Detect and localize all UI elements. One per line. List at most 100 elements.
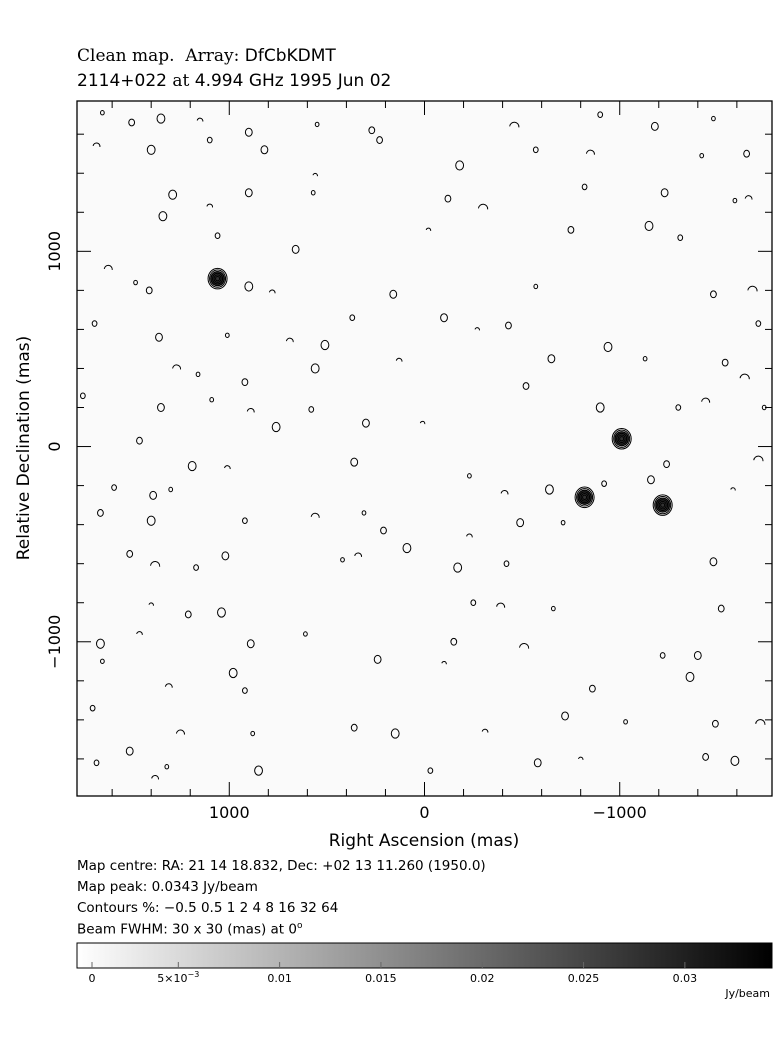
title-at-word: at	[172, 71, 190, 91]
noise-contour	[503, 560, 510, 567]
noise-contour	[206, 203, 214, 208]
noise-contour	[739, 373, 750, 380]
noise-contour	[91, 320, 98, 327]
noise-contour	[97, 509, 104, 517]
noise-contour	[701, 397, 711, 403]
noise-contour	[402, 542, 412, 554]
noise-contour	[603, 341, 613, 353]
contours-text: Contours %: −0.5 0.5 1 2 4 8 16 32 64	[77, 900, 339, 916]
beam-degree: o	[296, 921, 303, 931]
noise-contour	[395, 357, 403, 362]
noise-contour	[224, 465, 231, 470]
noise-contour	[242, 517, 248, 525]
noise-contour	[427, 767, 434, 774]
noise-contour	[753, 455, 764, 462]
noise-contour	[732, 197, 738, 204]
noise-contour	[156, 113, 166, 124]
noise-contour	[755, 320, 762, 327]
noise-contour	[730, 755, 740, 766]
noise-contour	[450, 637, 458, 646]
noise-contour	[350, 723, 358, 732]
source-contour	[660, 502, 666, 508]
noise-contour	[362, 418, 370, 428]
source-contour	[613, 429, 631, 448]
noise-contour	[368, 126, 376, 135]
noise-contour	[151, 775, 159, 780]
noise-contour	[291, 244, 300, 254]
noise-contour	[125, 746, 134, 756]
source-contour	[574, 486, 595, 509]
source-contour	[580, 493, 589, 502]
noise-contour	[93, 759, 100, 767]
noise-contour	[133, 279, 138, 286]
noise-contour	[149, 561, 161, 567]
noise-contour	[581, 183, 588, 191]
noise-contour	[96, 638, 105, 649]
noise-contour	[149, 490, 158, 500]
noise-contour	[747, 285, 758, 292]
source-contour	[652, 494, 673, 516]
noise-contour	[561, 711, 569, 721]
noise-contour	[100, 658, 105, 664]
title-map-word: Clean map.	[77, 46, 175, 66]
noise-contour	[146, 515, 156, 526]
noise-contour	[92, 142, 101, 147]
source-contour	[215, 275, 221, 282]
noise-contour	[560, 519, 566, 526]
noise-contour	[567, 225, 575, 234]
noise-contour	[373, 654, 382, 664]
noise-contour	[361, 510, 367, 516]
x-axis-label: Right Ascension (mas)	[329, 831, 520, 851]
noise-contour	[168, 486, 174, 493]
noise-contour	[126, 550, 134, 558]
noise-contour	[350, 457, 359, 467]
noise-contour	[755, 719, 766, 725]
noise-contour	[217, 607, 226, 618]
noise-contour	[241, 378, 249, 387]
noise-contour	[148, 602, 154, 606]
y-tick-label: −1000	[45, 615, 64, 669]
noise-contour	[146, 144, 156, 155]
noise-contour	[467, 473, 472, 479]
colorbar-tick-label: 0.015	[365, 972, 397, 985]
source-contour	[611, 427, 632, 450]
source-contour	[617, 434, 626, 444]
major-ticks	[77, 101, 772, 796]
noise-contour	[184, 610, 192, 619]
source-contour	[577, 489, 592, 505]
noise-contour	[221, 551, 230, 561]
noise-contour	[111, 484, 117, 491]
x-tick-labels: 1000 0 −1000	[209, 803, 647, 822]
noise-contour	[496, 602, 506, 608]
noise-contour	[89, 704, 96, 712]
noise-contour	[314, 121, 320, 128]
noise-contour	[172, 364, 182, 370]
source-contour	[212, 272, 224, 285]
colorbar-tick-label: 5×10−3	[157, 970, 199, 985]
noise-contour	[721, 358, 729, 367]
noise-contour	[310, 363, 320, 374]
source-layer	[207, 267, 673, 516]
noise-contour	[444, 194, 452, 203]
noise-contour	[254, 765, 263, 776]
noise-contour	[650, 121, 659, 131]
source-contour	[619, 436, 625, 442]
noise-contour	[711, 115, 716, 122]
noise-contour	[244, 188, 253, 198]
colorbar-ticks	[91, 962, 686, 968]
colorbar-tick-label: 0.025	[568, 972, 600, 985]
noise-contour	[164, 764, 170, 770]
noise-contour	[595, 402, 605, 413]
noise-contour	[303, 631, 308, 637]
y-tick-label: 1000	[45, 231, 64, 272]
noise-contour	[100, 110, 105, 116]
noise-contour	[310, 512, 320, 518]
noise-contour	[470, 599, 477, 607]
noise-contour	[477, 203, 489, 210]
noise-contour	[380, 526, 387, 535]
noise-contour	[533, 758, 542, 768]
noise-contour	[730, 487, 736, 491]
noise-contour	[677, 234, 684, 241]
noise-contour	[547, 354, 556, 364]
colorbar-tick-label: 0.03	[673, 972, 698, 985]
